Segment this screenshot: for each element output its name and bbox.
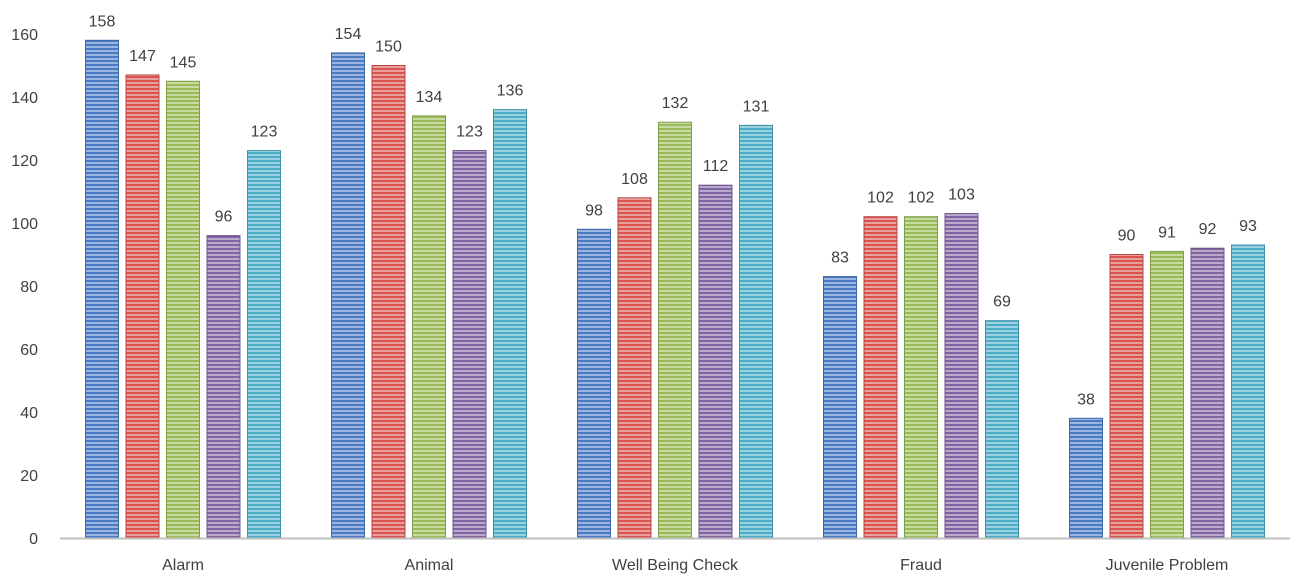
data-label: 93 — [1239, 218, 1257, 235]
bar — [85, 39, 119, 539]
bar — [247, 150, 281, 539]
bar — [577, 228, 611, 539]
x-tick-label: Juvenile Problem — [1106, 557, 1229, 574]
bar — [493, 109, 527, 539]
data-label: 134 — [416, 89, 443, 106]
bar — [658, 121, 692, 539]
data-labels: 158 147 145 96 123 154 150 134 123 136 98 108 132 112… — [89, 13, 1257, 408]
y-tick-label: 100 — [11, 216, 38, 233]
y-tick-label: 60 — [20, 342, 38, 359]
data-label: 112 — [703, 158, 729, 175]
bar — [1190, 247, 1225, 539]
data-label: 38 — [1077, 391, 1095, 408]
data-label: 145 — [170, 54, 197, 71]
data-label: 147 — [129, 48, 156, 65]
bar — [617, 197, 652, 539]
data-label: 102 — [867, 190, 894, 207]
bar — [1109, 254, 1144, 539]
x-tick-label: Animal — [405, 557, 454, 574]
bar — [452, 150, 487, 539]
x-tick-label: Alarm — [162, 557, 204, 574]
y-tick-label: 0 — [29, 531, 38, 548]
data-label: 150 — [375, 39, 402, 56]
data-label: 123 — [456, 124, 483, 141]
bar — [698, 184, 733, 539]
bar — [166, 80, 200, 539]
y-tick-label: 160 — [11, 27, 38, 44]
data-label: 90 — [1118, 228, 1136, 245]
bar — [331, 52, 365, 539]
data-label: 69 — [993, 294, 1011, 311]
data-label: 154 — [335, 26, 362, 43]
y-tick-label: 120 — [11, 153, 38, 170]
bars — [85, 39, 1265, 539]
bar — [125, 74, 160, 539]
bar — [1231, 244, 1265, 539]
bar — [206, 235, 241, 539]
bar — [1069, 417, 1103, 539]
bar — [904, 216, 938, 539]
y-tick-label: 80 — [20, 279, 38, 296]
bar — [985, 320, 1019, 539]
data-label: 136 — [497, 83, 524, 100]
data-label: 103 — [948, 187, 975, 204]
x-tick-label: Well Being Check — [612, 557, 739, 574]
data-label: 98 — [585, 202, 603, 219]
bar — [944, 213, 979, 539]
data-label: 91 — [1158, 224, 1176, 241]
bar — [739, 124, 773, 539]
x-tick-label: Fraud — [900, 557, 942, 574]
bar — [863, 216, 898, 539]
data-label: 132 — [662, 95, 689, 112]
data-label: 108 — [621, 171, 648, 188]
data-label: 83 — [831, 250, 849, 267]
y-axis: 0 20 40 60 80 100 120 140 160 — [11, 27, 38, 548]
bar — [1150, 250, 1184, 539]
y-tick-label: 140 — [11, 90, 38, 107]
data-label: 92 — [1199, 221, 1217, 238]
bar — [823, 276, 857, 539]
x-axis: Alarm Animal Well Being Check Fraud Juvenile… — [60, 537, 1290, 574]
data-label: 158 — [89, 13, 116, 30]
data-label: 131 — [743, 98, 770, 115]
y-tick-label: 40 — [20, 405, 38, 422]
bar — [371, 65, 406, 539]
data-label: 102 — [908, 190, 935, 207]
data-label: 96 — [215, 209, 233, 226]
data-label: 123 — [251, 124, 278, 141]
bar — [412, 115, 446, 539]
y-tick-label: 20 — [20, 468, 38, 485]
